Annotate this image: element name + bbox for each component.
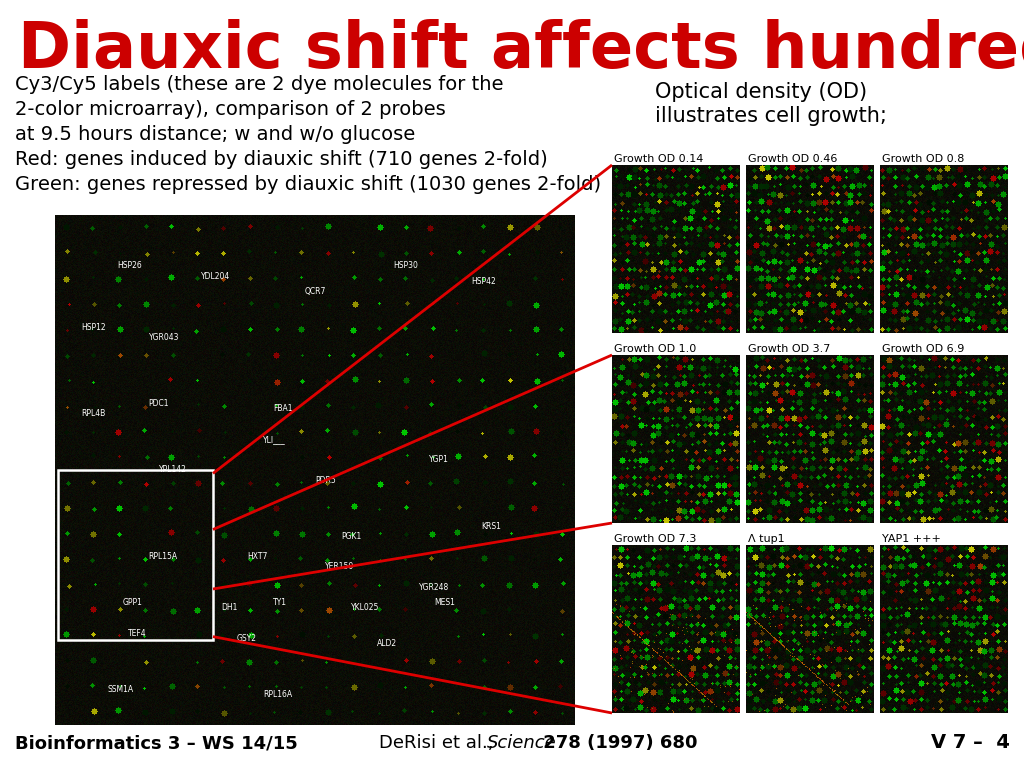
Text: YDL204: YDL204 [201,272,229,280]
Text: GPP1: GPP1 [123,598,142,607]
Text: PDC1: PDC1 [148,399,169,409]
Text: RPL15A: RPL15A [148,552,178,561]
Text: Growth OD 3.7: Growth OD 3.7 [748,344,830,354]
Text: at 9.5 hours distance; w and w/o glucose: at 9.5 hours distance; w and w/o glucose [15,125,416,144]
Text: YGP1: YGP1 [429,455,450,465]
Text: Growth OD 1.0: Growth OD 1.0 [614,344,696,354]
Text: V 7 –  4: V 7 – 4 [931,733,1010,752]
Text: QCR7: QCR7 [304,287,326,296]
Text: ALD2: ALD2 [378,639,397,648]
Text: Growth OD 0.46: Growth OD 0.46 [748,154,838,164]
Text: TY1: TY1 [273,598,288,607]
Text: YKL025: YKL025 [351,603,380,612]
Text: 2-color microarray), comparison of 2 probes: 2-color microarray), comparison of 2 pro… [15,100,445,119]
Text: illustrates cell growth;: illustrates cell growth; [655,106,887,126]
Text: PDR5: PDR5 [315,475,336,485]
Text: KRS1: KRS1 [481,521,502,531]
Text: RPL16A: RPL16A [263,690,292,699]
Text: YER150: YER150 [326,562,354,571]
Text: YGR043: YGR043 [148,333,179,342]
Text: HXT7: HXT7 [248,552,267,561]
Text: HSP26: HSP26 [118,261,142,270]
Text: Diauxic shift affects hundreds of genes: Diauxic shift affects hundreds of genes [18,18,1024,81]
Text: Red: genes induced by diauxic shift (710 genes 2-fold): Red: genes induced by diauxic shift (710… [15,150,548,169]
Text: Bioinformatics 3 – WS 14/15: Bioinformatics 3 – WS 14/15 [15,734,298,752]
Text: YAP1 +++: YAP1 +++ [882,534,941,544]
Text: SSM1A: SSM1A [106,685,133,694]
Text: HSP30: HSP30 [393,261,418,270]
Text: 278 (1997) 680: 278 (1997) 680 [538,734,697,752]
Text: RPL4B: RPL4B [81,409,105,419]
Text: HSP12: HSP12 [81,323,105,332]
Text: YLI___: YLI___ [263,435,286,444]
Text: DH1: DH1 [221,603,238,612]
Text: Growth OD 7.3: Growth OD 7.3 [614,534,696,544]
Text: FBA1: FBA1 [273,404,293,413]
Text: HSP42: HSP42 [471,276,496,286]
Text: Growth OD 0.8: Growth OD 0.8 [882,154,965,164]
Text: YPL142: YPL142 [159,465,186,475]
Text: MES1: MES1 [434,598,456,607]
Text: GSY2: GSY2 [237,634,257,643]
Text: Green: genes repressed by diauxic shift (1030 genes 2-fold): Green: genes repressed by diauxic shift … [15,175,601,194]
Bar [58,470,213,640]
Text: Growth OD 0.14: Growth OD 0.14 [614,154,703,164]
Text: Λ tup1: Λ tup1 [748,534,784,544]
Text: Growth OD 6.9: Growth OD 6.9 [882,344,965,354]
Text: Optical density (OD): Optical density (OD) [655,82,867,102]
Text: PGK1: PGK1 [341,531,361,541]
Text: DeRisi et al.,: DeRisi et al., [379,734,499,752]
Text: Cy3/Cy5 labels (these are 2 dye molecules for the: Cy3/Cy5 labels (these are 2 dye molecule… [15,75,504,94]
Text: Science: Science [486,734,557,752]
Text: TEF4: TEF4 [128,629,146,637]
Text: YGR248: YGR248 [419,583,450,592]
